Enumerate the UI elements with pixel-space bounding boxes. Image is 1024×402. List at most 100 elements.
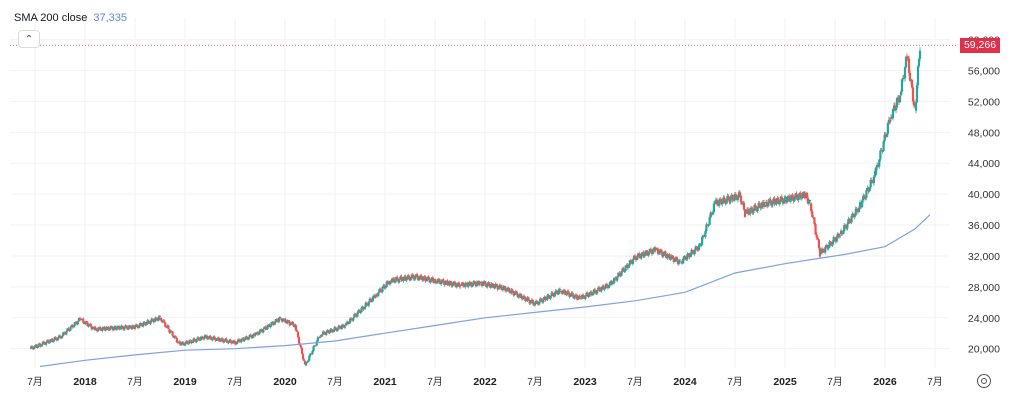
candle-body xyxy=(37,343,40,347)
candle-body xyxy=(165,326,168,328)
candle-body xyxy=(265,329,268,330)
candle-body xyxy=(131,325,134,329)
candle-body xyxy=(97,329,100,332)
candle-body xyxy=(116,326,119,330)
candle-body xyxy=(323,331,326,334)
candle-body xyxy=(803,193,807,199)
candle-body xyxy=(388,280,392,285)
candle-body xyxy=(155,317,158,321)
candle-body xyxy=(409,277,412,281)
candle-body xyxy=(838,236,842,238)
candle-body xyxy=(294,325,298,331)
candle-series xyxy=(29,47,922,366)
candle-body xyxy=(299,345,303,348)
candle-body xyxy=(231,340,234,344)
candle-body xyxy=(222,339,225,343)
candle-body xyxy=(497,286,500,290)
candle-body xyxy=(592,289,596,294)
candle-body xyxy=(575,294,578,300)
candle-body xyxy=(783,196,787,199)
candle-body xyxy=(806,198,810,204)
candle-body xyxy=(420,275,423,280)
candle-body xyxy=(631,259,635,264)
candle-body xyxy=(118,326,121,330)
candle-body xyxy=(582,295,585,297)
candle-body xyxy=(831,242,834,246)
candle-body xyxy=(258,332,261,335)
x-tick-label: 7月 xyxy=(727,376,743,388)
candle-body xyxy=(636,256,639,261)
candle-body xyxy=(576,299,579,300)
y-tick-label: 48,000 xyxy=(968,127,1000,139)
candle-body xyxy=(31,346,34,349)
candle-body xyxy=(101,328,104,331)
candle-body xyxy=(708,217,711,225)
indicator-legend: SMA 200 close 37,335 xyxy=(14,12,127,24)
candle-body xyxy=(911,87,915,102)
candle-body xyxy=(85,321,88,323)
candle-body xyxy=(731,195,734,201)
candle-body xyxy=(262,328,265,333)
candle-body xyxy=(910,79,914,88)
candle-body xyxy=(865,189,868,198)
candle-body xyxy=(123,327,126,330)
candle-body xyxy=(447,284,450,286)
candle-body xyxy=(695,246,698,250)
candle-body xyxy=(370,301,373,302)
x-tick-label: 2023 xyxy=(573,376,597,388)
candle-body xyxy=(221,338,224,340)
collapse-legend-button[interactable]: ⌃ xyxy=(18,30,40,48)
candle-body xyxy=(284,318,287,323)
x-tick-label: 2020 xyxy=(273,376,297,388)
candle-body xyxy=(393,278,396,283)
candle-body xyxy=(551,292,554,295)
candle-body xyxy=(325,331,328,335)
candle-body xyxy=(720,199,723,205)
candle-body xyxy=(739,195,743,203)
candle-body xyxy=(558,289,562,291)
candle-body xyxy=(429,279,432,283)
candle-body xyxy=(457,282,461,287)
candle-body xyxy=(774,203,777,205)
candle-body xyxy=(872,176,876,184)
candle-body xyxy=(818,248,822,257)
candle-body xyxy=(908,72,912,81)
candle-body xyxy=(512,291,515,296)
candle-body xyxy=(538,301,541,305)
candle-body xyxy=(805,192,809,199)
candle-body xyxy=(712,203,716,213)
candle-body xyxy=(158,316,162,318)
candle-body xyxy=(135,324,139,326)
candle-body xyxy=(271,321,274,323)
candle-body xyxy=(240,338,243,343)
candle-body xyxy=(881,150,884,152)
candle-body xyxy=(882,141,885,151)
candle-body xyxy=(707,224,710,226)
candle-body xyxy=(835,236,838,242)
candle-body xyxy=(916,66,920,86)
candle-body xyxy=(110,326,113,328)
candle-body xyxy=(153,318,156,323)
candle-body xyxy=(733,194,736,201)
candle-body xyxy=(907,58,911,73)
candle-body xyxy=(782,198,786,204)
candle-body xyxy=(588,292,591,297)
candle-body xyxy=(353,314,356,318)
candle-body xyxy=(736,197,740,201)
candle-body xyxy=(477,281,481,285)
candle-body xyxy=(416,274,419,278)
candle-body xyxy=(104,329,107,331)
candle-body xyxy=(289,323,292,326)
candle-body xyxy=(523,296,526,297)
y-tick-label: 28,000 xyxy=(968,282,1000,294)
candle-body xyxy=(312,346,315,351)
candle-body xyxy=(799,193,802,199)
candle-body xyxy=(587,296,590,297)
candle-body xyxy=(915,85,919,103)
candle-body xyxy=(308,355,311,361)
gear-icon[interactable] xyxy=(977,374,991,388)
candle-body xyxy=(156,319,160,321)
candle-body xyxy=(813,217,816,225)
candle-body xyxy=(793,197,796,202)
